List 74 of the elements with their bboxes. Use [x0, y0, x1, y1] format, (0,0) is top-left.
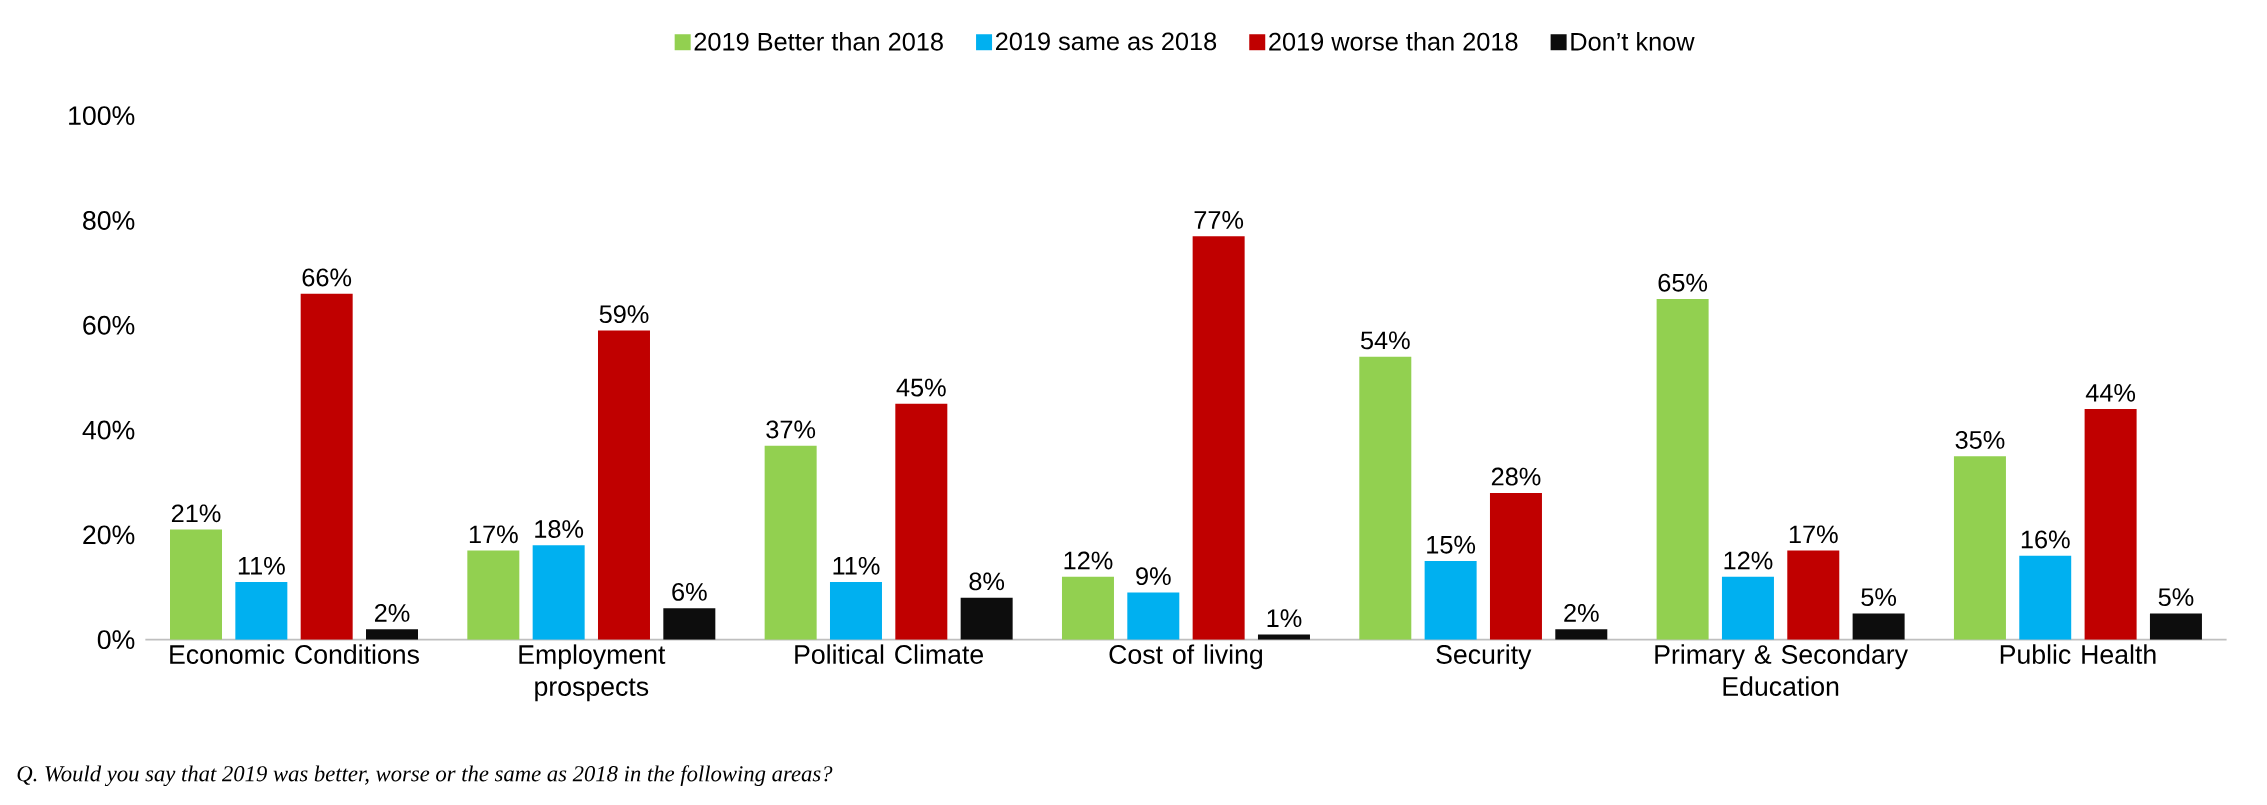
bar	[467, 550, 520, 640]
legend-label: Don’t know	[1571, 32, 1695, 51]
data-label: 37%	[766, 420, 816, 439]
data-label: 66%	[302, 268, 352, 287]
bar	[300, 293, 353, 640]
x-tick-label: Political Climate	[795, 644, 983, 664]
data-label: 18%	[535, 520, 584, 538]
bar	[895, 403, 948, 640]
bar	[1953, 456, 2006, 640]
data-label: 5%	[2158, 588, 2194, 607]
x-tick-label: Economic Conditions	[170, 644, 419, 664]
data-label: 11%	[238, 556, 285, 575]
x-tick-label: Security	[1436, 644, 1532, 670]
data-label: 54%	[1360, 331, 1410, 350]
legend-label: 2019 same as 2018	[995, 32, 1217, 51]
data-label: 44%	[2085, 384, 2136, 402]
bar	[1656, 299, 1709, 640]
bar	[2084, 409, 2137, 640]
data-label: 2%	[374, 603, 410, 622]
data-label: 65%	[1658, 273, 1708, 292]
data-label: 16%	[2021, 530, 2070, 549]
bar	[1721, 576, 1774, 640]
data-label: 5%	[1861, 588, 1897, 607]
bar	[829, 582, 882, 640]
bar	[2019, 555, 2072, 640]
y-tick-label: 0%	[97, 630, 135, 650]
legend-label: 2019 Better than 2018	[694, 32, 943, 51]
bar	[764, 445, 817, 640]
x-tick-label: Cost of living	[1109, 644, 1263, 670]
x-tick-label: Primary & Secondary Education	[1655, 644, 1908, 696]
bar	[1257, 634, 1310, 640]
bar	[2149, 613, 2202, 640]
bar	[366, 629, 419, 640]
data-label: 11%	[833, 556, 880, 575]
bar	[170, 529, 223, 640]
data-label: 1%	[1267, 609, 1302, 628]
data-label: 17%	[1789, 525, 1838, 544]
y-tick-label: 100%	[69, 106, 135, 126]
data-label: 35%	[1955, 430, 2005, 449]
x-tick-label: Employment prospects	[519, 644, 666, 702]
bar	[597, 330, 650, 640]
data-label: 12%	[1724, 551, 1773, 570]
data-label: 45%	[896, 378, 946, 397]
data-label: 77%	[1194, 211, 1244, 229]
bar	[1359, 356, 1412, 640]
y-tick-label: 80%	[83, 211, 135, 230]
y-tick-label: 60%	[83, 315, 135, 335]
data-label: 15%	[1427, 535, 1476, 554]
data-label: 2%	[1564, 603, 1599, 622]
bar	[235, 582, 288, 640]
bar	[663, 608, 716, 640]
data-label: 21%	[171, 504, 221, 523]
data-label: 28%	[1491, 467, 1541, 486]
bar	[1127, 592, 1180, 640]
bar	[1555, 629, 1608, 640]
data-label: 9%	[1136, 567, 1171, 586]
bar	[1787, 550, 1840, 640]
y-tick-label: 40%	[82, 420, 135, 440]
bar	[1061, 576, 1114, 640]
text: Q. Would you say that 2019 was better, worse or the same as 2018 in the following areas?	[17, 765, 833, 787]
bar	[960, 597, 1013, 640]
legend-label: 2019 worse than 2018	[1269, 32, 1518, 51]
x-tick-label: Public Health	[2000, 644, 2156, 664]
data-label: 6%	[672, 582, 707, 601]
y-tick-label: 20%	[83, 525, 135, 545]
bar	[1424, 561, 1477, 640]
data-label: 59%	[599, 305, 649, 324]
data-label: 17%	[469, 525, 518, 544]
bar	[1489, 492, 1542, 640]
bar	[532, 545, 585, 640]
data-label: 12%	[1064, 551, 1113, 570]
bar	[1192, 236, 1245, 640]
data-label: 8%	[969, 572, 1005, 591]
bar	[1852, 613, 1905, 640]
